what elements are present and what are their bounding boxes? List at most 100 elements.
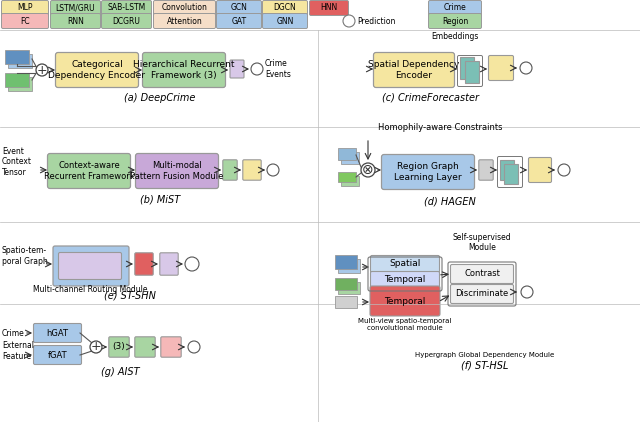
- Text: (c) CrimeForecaster: (c) CrimeForecaster: [381, 93, 479, 103]
- Bar: [338, 259, 360, 273]
- Bar: [335, 255, 357, 269]
- Bar: [8, 77, 32, 91]
- FancyBboxPatch shape: [243, 160, 261, 180]
- Text: Hypergraph Global Dependency Module: Hypergraph Global Dependency Module: [415, 352, 555, 358]
- Bar: [460, 57, 474, 79]
- Text: GCN: GCN: [230, 3, 248, 13]
- Bar: [335, 296, 357, 308]
- Text: Spatial Dependency
Encoder: Spatial Dependency Encoder: [368, 60, 460, 80]
- Bar: [338, 282, 360, 294]
- FancyBboxPatch shape: [33, 346, 81, 365]
- Text: Embeddings: Embeddings: [431, 32, 479, 41]
- FancyBboxPatch shape: [135, 253, 153, 275]
- Text: (b) MiST: (b) MiST: [140, 194, 180, 204]
- FancyBboxPatch shape: [374, 52, 454, 87]
- Text: (a) DeepCrime: (a) DeepCrime: [124, 93, 196, 103]
- FancyBboxPatch shape: [451, 265, 513, 284]
- Text: Attention: Attention: [166, 16, 202, 25]
- Circle shape: [36, 64, 48, 76]
- Text: Discriminate: Discriminate: [456, 289, 509, 298]
- FancyBboxPatch shape: [58, 252, 122, 279]
- Circle shape: [251, 63, 263, 75]
- FancyBboxPatch shape: [136, 154, 218, 189]
- Text: Multi-modal
Pattern Fusion Module: Multi-modal Pattern Fusion Module: [131, 161, 224, 181]
- Bar: [338, 172, 356, 182]
- Text: Spatio-tem-
poral Graph: Spatio-tem- poral Graph: [2, 246, 48, 266]
- Text: Temporal: Temporal: [384, 297, 426, 306]
- Text: (e) ST-SHN: (e) ST-SHN: [104, 290, 156, 300]
- FancyBboxPatch shape: [109, 337, 129, 357]
- Text: +: +: [91, 341, 101, 354]
- FancyBboxPatch shape: [102, 0, 152, 16]
- Text: GNN: GNN: [276, 16, 294, 25]
- FancyBboxPatch shape: [429, 14, 481, 29]
- Text: Self-supervised
Module: Self-supervised Module: [452, 233, 511, 252]
- Text: DGCN: DGCN: [274, 3, 296, 13]
- Bar: [341, 176, 359, 186]
- Text: RNN: RNN: [67, 16, 84, 25]
- Text: DCGRU: DCGRU: [113, 16, 140, 25]
- Text: Region: Region: [442, 16, 468, 25]
- Bar: [341, 152, 359, 164]
- Circle shape: [90, 341, 102, 353]
- FancyBboxPatch shape: [135, 337, 156, 357]
- Bar: [8, 54, 32, 68]
- FancyBboxPatch shape: [371, 271, 440, 289]
- FancyBboxPatch shape: [143, 52, 225, 87]
- Text: Crime
Events: Crime Events: [265, 60, 291, 78]
- Text: LSTM/GRU: LSTM/GRU: [56, 3, 95, 13]
- Text: Contrast: Contrast: [464, 270, 500, 279]
- Text: Spatial: Spatial: [389, 260, 420, 268]
- FancyBboxPatch shape: [154, 14, 216, 29]
- Text: FC: FC: [20, 16, 30, 25]
- FancyBboxPatch shape: [51, 14, 100, 29]
- Bar: [5, 50, 29, 64]
- FancyBboxPatch shape: [216, 0, 262, 16]
- Text: hGAT: hGAT: [47, 328, 68, 338]
- FancyBboxPatch shape: [102, 14, 152, 29]
- Text: (3): (3): [113, 343, 125, 352]
- Circle shape: [361, 163, 375, 177]
- Text: Multi-channel Routing Module: Multi-channel Routing Module: [33, 285, 147, 294]
- Bar: [465, 61, 479, 83]
- Text: ⊗: ⊗: [362, 163, 374, 177]
- Text: HNN: HNN: [321, 3, 338, 13]
- FancyBboxPatch shape: [1, 14, 49, 29]
- FancyBboxPatch shape: [479, 160, 493, 180]
- FancyBboxPatch shape: [216, 14, 262, 29]
- Text: Prediction: Prediction: [357, 16, 396, 25]
- FancyBboxPatch shape: [161, 337, 181, 357]
- Circle shape: [343, 15, 355, 27]
- FancyBboxPatch shape: [33, 324, 81, 343]
- Circle shape: [188, 341, 200, 353]
- FancyBboxPatch shape: [262, 0, 307, 16]
- FancyBboxPatch shape: [429, 0, 481, 16]
- Text: Event
Context
Tensor: Event Context Tensor: [2, 147, 32, 177]
- Circle shape: [520, 62, 532, 74]
- Text: Crime: Crime: [2, 328, 25, 338]
- Text: Homophily-aware Constraints: Homophily-aware Constraints: [378, 123, 502, 132]
- Text: (d) HAGEN: (d) HAGEN: [424, 196, 476, 206]
- Text: Crime: Crime: [444, 3, 467, 13]
- FancyBboxPatch shape: [160, 253, 178, 275]
- Text: SAB-LSTM: SAB-LSTM: [108, 3, 146, 13]
- FancyBboxPatch shape: [451, 284, 513, 303]
- Text: (f) ST-HSL: (f) ST-HSL: [461, 361, 509, 371]
- FancyBboxPatch shape: [47, 154, 131, 189]
- FancyBboxPatch shape: [154, 0, 216, 16]
- Circle shape: [558, 164, 570, 176]
- FancyBboxPatch shape: [223, 160, 237, 180]
- Text: Temporal: Temporal: [384, 276, 426, 284]
- FancyBboxPatch shape: [262, 14, 307, 29]
- FancyBboxPatch shape: [370, 286, 440, 316]
- Bar: [338, 148, 356, 160]
- FancyBboxPatch shape: [1, 0, 49, 16]
- FancyBboxPatch shape: [53, 246, 129, 286]
- FancyBboxPatch shape: [381, 154, 474, 189]
- Bar: [335, 278, 357, 290]
- FancyBboxPatch shape: [310, 0, 349, 16]
- Text: fGAT: fGAT: [48, 351, 67, 360]
- Text: Hierarchical Recurrent
Framework (3): Hierarchical Recurrent Framework (3): [133, 60, 235, 80]
- FancyBboxPatch shape: [488, 56, 513, 81]
- Text: Multi-view spatio-temporal
convolutional module: Multi-view spatio-temporal convolutional…: [358, 318, 452, 331]
